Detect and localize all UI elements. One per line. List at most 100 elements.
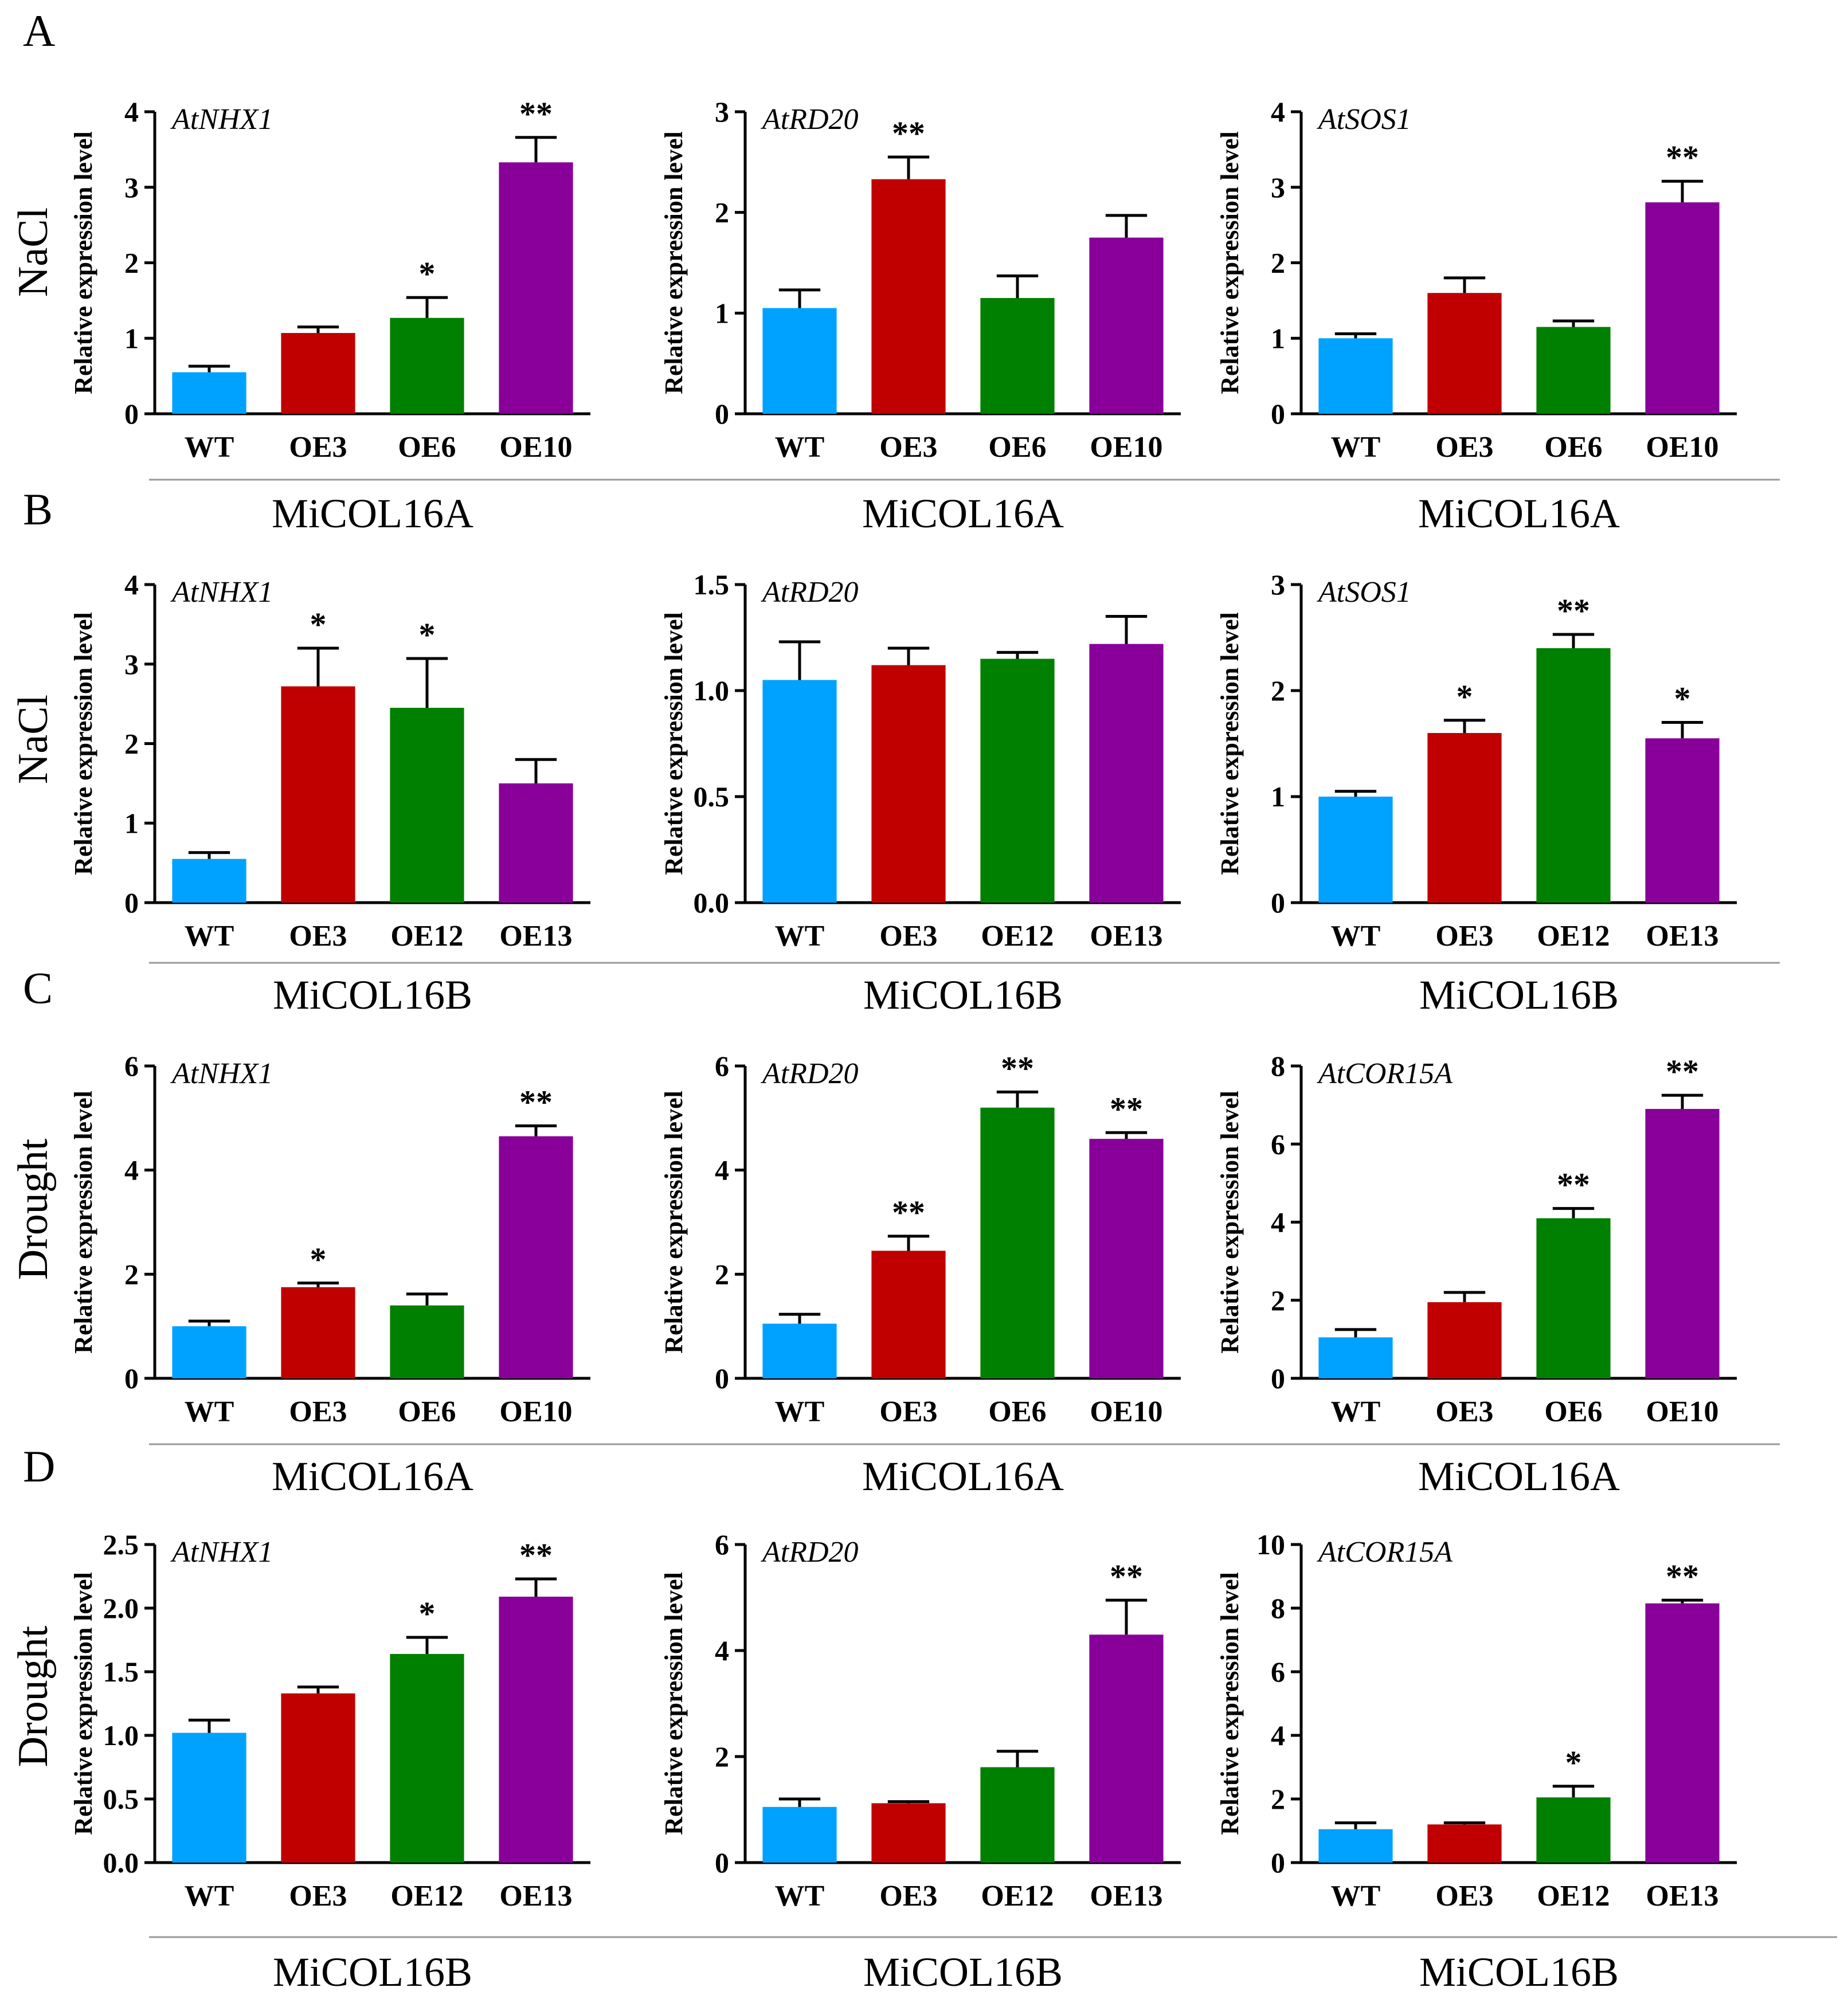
x-tick-label: WT (1331, 431, 1381, 464)
y-tick-label: 4 (715, 1154, 729, 1186)
bar (1318, 1829, 1393, 1863)
x-tick-label: OE13 (499, 920, 572, 952)
bar (172, 372, 246, 414)
y-axis-label: Relative expression level (1216, 1572, 1244, 1835)
significance-label: ** (1001, 1049, 1034, 1087)
x-tick-label: WT (185, 1880, 234, 1912)
gene-label: AtNHX1 (170, 576, 273, 609)
row-label-c: C (23, 963, 53, 1013)
y-tick-label: 10 (1256, 1528, 1285, 1561)
bar (1645, 1603, 1720, 1863)
group-label: MiCOL16A (862, 491, 1064, 536)
y-tick-label: 2 (1271, 1783, 1285, 1815)
x-tick-label: OE10 (1646, 1396, 1718, 1428)
y-tick-label: 3 (124, 648, 139, 680)
x-tick-label: OE3 (1435, 920, 1493, 952)
chart-panel: Relative expression level 0 1 2 3 4 AtSOS1 WT OE… (1216, 96, 1737, 536)
y-tick-label: 0 (124, 398, 139, 430)
bar (980, 658, 1055, 903)
y-tick-label: 2 (1271, 1284, 1285, 1316)
bar (1427, 293, 1502, 414)
chart-panel: Relative expression level 0 2 4 6 AtNHX1 WT * OE… (69, 1050, 590, 1499)
x-tick-label: OE3 (1435, 431, 1493, 464)
y-tick-label: 0 (1271, 1362, 1285, 1394)
x-tick-label: OE3 (289, 1880, 347, 1912)
x-tick-label: WT (185, 920, 234, 952)
y-tick-label: 0 (715, 1847, 729, 1879)
condition-label-a: NaCl (10, 207, 57, 297)
y-tick-label: 6 (1271, 1656, 1285, 1688)
x-tick-label: WT (1331, 1880, 1381, 1912)
y-tick-label: 6 (715, 1050, 729, 1082)
chart-panel: Relative expression level 0 2 4 6 8 10 AtCOR15A… (1216, 1528, 1737, 1995)
bar (1427, 733, 1502, 903)
y-axis-label: Relative expression level (660, 1572, 688, 1835)
bar (1536, 327, 1611, 414)
y-tick-label: 2 (124, 728, 139, 760)
bar (1645, 1108, 1720, 1378)
y-axis-label: Relative expression level (1216, 131, 1244, 394)
y-tick-label: 4 (1271, 1719, 1285, 1751)
bar (871, 179, 946, 414)
bar (762, 1323, 837, 1378)
bar (762, 1806, 837, 1863)
y-axis-label: Relative expression level (69, 612, 97, 875)
x-tick-label: OE12 (981, 1880, 1054, 1912)
x-tick-label: WT (775, 431, 825, 464)
x-tick-label: OE3 (289, 431, 347, 464)
x-tick-label: OE12 (981, 920, 1054, 952)
x-tick-label: OE3 (289, 1396, 347, 1428)
y-tick-label: 3 (715, 96, 729, 128)
group-label: MiCOL16B (863, 1949, 1063, 1995)
significance-label: ** (519, 95, 553, 132)
significance-label: ** (892, 115, 925, 152)
bar (1536, 1797, 1611, 1863)
significance-label: ** (1666, 1558, 1699, 1595)
y-axis-label: Relative expression level (660, 1091, 688, 1354)
x-tick-label: OE13 (499, 1880, 572, 1912)
y-tick-label: 4 (124, 569, 139, 601)
y-tick-label: 1.5 (694, 569, 730, 601)
y-tick-label: 2 (1271, 247, 1285, 279)
y-tick-label: 1 (1271, 781, 1285, 813)
y-tick-label: 2.0 (103, 1592, 139, 1624)
x-tick-label: OE3 (289, 920, 347, 952)
y-tick-label: 0.5 (103, 1783, 139, 1815)
y-tick-label: 1 (715, 297, 729, 329)
y-tick-label: 1.0 (694, 675, 730, 707)
x-tick-label: OE10 (499, 1396, 572, 1428)
group-label: MiCOL16B (863, 972, 1063, 1018)
y-tick-label: 6 (715, 1528, 729, 1561)
x-tick-label: WT (185, 431, 234, 464)
significance-label: ** (1666, 139, 1699, 176)
y-tick-label: 2 (124, 1258, 139, 1290)
x-tick-label: OE6 (1544, 1396, 1602, 1428)
y-tick-label: 8 (1271, 1050, 1285, 1082)
bar (499, 1597, 573, 1863)
y-tick-label: 3 (124, 171, 139, 203)
y-tick-label: 2.5 (103, 1528, 139, 1561)
bar (1536, 1218, 1611, 1378)
y-tick-label: 0 (1271, 1847, 1285, 1879)
gene-label: AtSOS1 (1317, 103, 1411, 136)
x-tick-label: OE6 (398, 431, 456, 464)
y-tick-label: 1 (1271, 322, 1285, 354)
bar (980, 1107, 1055, 1378)
chart-panel: Relative expression level 0 1 2 3 4 AtNHX1 WT * O… (69, 569, 590, 1018)
x-tick-label: OE6 (988, 1396, 1046, 1428)
significance-label: ** (1557, 1166, 1590, 1204)
y-tick-label: 0 (124, 887, 139, 919)
y-axis-label: Relative expression level (1216, 1091, 1244, 1354)
y-tick-label: 6 (124, 1050, 139, 1082)
x-tick-label: OE10 (1090, 1396, 1162, 1428)
bar (871, 665, 946, 903)
bar (281, 686, 355, 903)
x-tick-label: OE13 (1090, 920, 1162, 952)
gene-label: AtRD20 (761, 1057, 859, 1090)
y-tick-label: 2 (124, 247, 139, 279)
bar (1645, 738, 1720, 903)
group-label: MiCOL16B (1419, 1949, 1619, 1995)
significance-label: * (419, 1595, 436, 1632)
